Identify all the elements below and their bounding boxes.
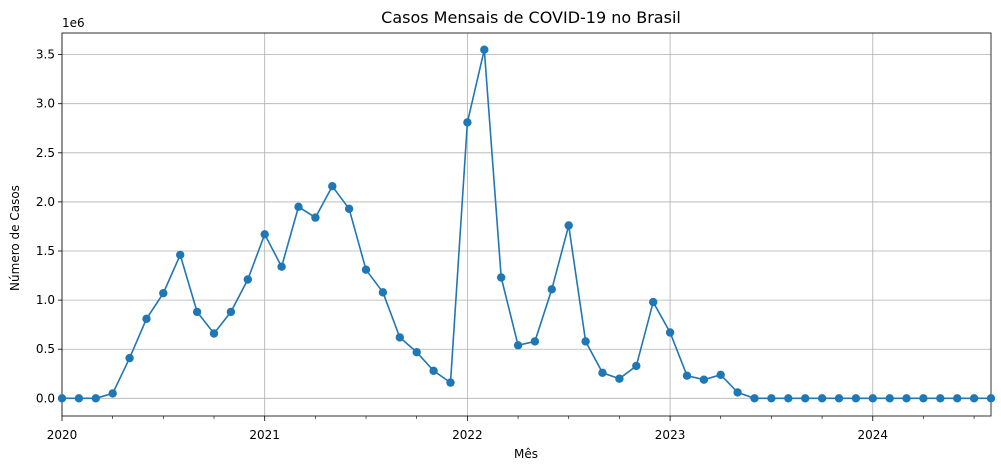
data-point [564, 221, 573, 230]
data-point [91, 394, 101, 403]
data-point [429, 366, 438, 375]
y-tick-label: 0.0 [36, 391, 55, 405]
data-point [57, 394, 67, 403]
data-point [513, 341, 523, 350]
data-point [159, 289, 168, 298]
plot-frame [61, 32, 992, 417]
data-point [598, 368, 607, 377]
data-point [344, 204, 354, 213]
data-point [277, 262, 286, 271]
y-tick-label: 1.5 [36, 244, 55, 258]
data-point [294, 202, 303, 211]
data-point [395, 333, 404, 342]
y-tick-label: 2.0 [36, 195, 55, 209]
data-point [463, 118, 472, 127]
data-point [767, 394, 776, 403]
data-point [125, 353, 134, 363]
x-tick-label: 2022 [452, 428, 483, 442]
y-axis-offset-label: 1e6 [62, 16, 85, 30]
data-point [851, 394, 861, 403]
data-point [74, 394, 84, 403]
data-point [817, 394, 827, 403]
data-point [142, 314, 151, 323]
data-point [530, 337, 540, 346]
data-point [412, 348, 421, 357]
data-point [615, 374, 624, 383]
y-tick-label: 0.5 [36, 342, 55, 356]
data-point [885, 394, 894, 403]
data-point [649, 297, 658, 307]
x-tick-label: 2021 [249, 428, 280, 442]
data-point [226, 307, 236, 317]
data-point [801, 394, 810, 403]
data-point [682, 371, 692, 380]
data-point [497, 273, 506, 282]
data-point [176, 250, 185, 260]
y-tick-label: 2.5 [36, 146, 55, 160]
data-point [986, 394, 996, 403]
data-point [446, 378, 455, 387]
data-point [936, 394, 945, 403]
y-axis-label: Número de Casos [8, 185, 22, 291]
data-point [209, 329, 219, 338]
data-point [243, 275, 252, 284]
x-tick-label: 2023 [655, 428, 686, 442]
data-point [665, 328, 675, 337]
x-axis-label: Mês [514, 447, 538, 461]
data-point [547, 285, 556, 294]
data-point [969, 394, 979, 403]
data-point [750, 394, 759, 403]
data-point [953, 394, 962, 403]
data-point [733, 388, 742, 397]
x-tick-label: 2024 [857, 428, 888, 442]
data-point [108, 389, 117, 398]
data-point [378, 288, 388, 297]
data-point [632, 361, 641, 371]
grid [61, 33, 991, 416]
series-layer [57, 45, 996, 403]
y-tick-label: 1.0 [36, 293, 55, 307]
y-tick-label: 3.0 [36, 97, 55, 111]
data-point [784, 394, 793, 403]
data-point [260, 230, 269, 239]
ticks: 0.0 0.5 1.0 1.5 2.0 2.5 3.0 3.5 2020 2021 2022 2023… [36, 48, 975, 442]
data-point [868, 394, 877, 403]
data-point [328, 182, 337, 191]
x-tick-label: 2020 [47, 428, 78, 442]
data-point [361, 265, 371, 274]
data-point [192, 307, 202, 317]
data-point [480, 45, 489, 54]
data-point [311, 213, 320, 222]
data-point [919, 394, 928, 403]
data-point [716, 370, 725, 379]
y-tick-label: 3.5 [36, 48, 55, 62]
data-point [902, 394, 911, 403]
data-point [581, 337, 590, 346]
data-point [699, 375, 709, 384]
chart-title: Casos Mensais de COVID-19 no Brasil [381, 8, 681, 27]
axes [61, 32, 992, 417]
data-point [834, 394, 844, 403]
